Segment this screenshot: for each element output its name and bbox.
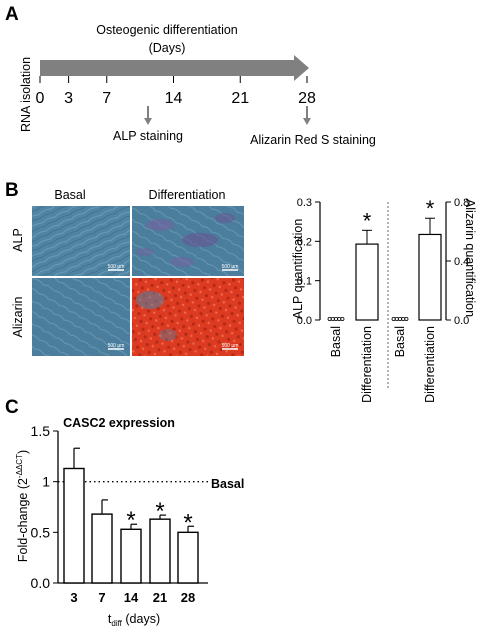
alizarin-y-tick-label: 0.0	[454, 315, 469, 327]
alp-y-tick-label: 0.1	[297, 276, 312, 288]
timeline-day-label: 7	[102, 90, 111, 107]
panel-a-label: A	[5, 4, 19, 25]
data-point	[337, 316, 342, 321]
x-category-label: Differentiation	[423, 326, 437, 403]
scale-bar-label: 500 µm	[222, 343, 239, 349]
data-point	[401, 316, 406, 321]
timeline-day-label: 14	[165, 90, 183, 107]
micrograph-alizarin-differentiation	[132, 278, 244, 356]
chart-c-x-tick-label: 14	[124, 590, 139, 605]
panel-b-micrographs: B Basal Differentiation ALP Alizarin 500…	[5, 180, 244, 356]
significance-star: *	[155, 498, 164, 525]
alp-y-axis-title: ALP quantification	[291, 219, 305, 320]
significance-star: *	[126, 507, 135, 534]
basal-reference-label: Basal	[211, 477, 244, 491]
bar	[120, 528, 142, 584]
data-point	[333, 316, 338, 321]
micrograph-alizarin-basal	[32, 278, 130, 356]
timeline-day-label: 28	[298, 90, 316, 107]
bar	[177, 531, 199, 584]
alp-staining-label: ALP staining	[113, 129, 183, 143]
bar	[355, 243, 379, 321]
micrograph-alp-differentiation	[132, 206, 244, 276]
timeline-day-label: 0	[36, 90, 45, 107]
data-point	[404, 316, 409, 321]
scale-bar-label: 500 µm	[108, 264, 125, 270]
panel-b-label: B	[5, 180, 19, 201]
rna-isolation-label: RNA isolation	[19, 57, 33, 132]
chart-c-x-tick-label: 28	[181, 590, 195, 605]
chart-c-y-tick-label: 1.5	[31, 423, 51, 439]
bar	[63, 467, 85, 584]
timeline-arrow-body	[40, 60, 294, 76]
row-alizarin-label: Alizarin	[11, 296, 25, 337]
bar	[149, 518, 171, 584]
alp-y-tick-label: 0.0	[297, 315, 312, 327]
timeline-title: Osteogenic differentiation	[96, 23, 238, 37]
significance-star: *	[183, 509, 192, 536]
panel-a: A Osteogenic differentiation (Days) RNA …	[5, 4, 376, 147]
bar	[91, 513, 113, 584]
chart-c-title: CASC2 expression	[63, 416, 175, 430]
alizarin-y-tick-label: 0.4	[454, 256, 469, 268]
chart-c-y-tick-label: 0.5	[31, 524, 51, 540]
alp-y-tick-label: 0.3	[297, 197, 312, 209]
chart-c-x-axis-title: tdiff (days)	[108, 612, 160, 626]
data-point	[394, 316, 399, 321]
bar	[418, 233, 442, 321]
column-basal-label: Basal	[54, 188, 85, 202]
column-differentiation-label: Differentiation	[149, 188, 226, 202]
row-alp-label: ALP	[11, 228, 25, 252]
chart-c-y-tick-label: 1	[42, 474, 50, 490]
scale-bar-label: 500 µm	[222, 264, 239, 270]
timeline-ticks: 0 3 7 14 21 28	[36, 76, 316, 107]
chart-c-x-tick-label: 3	[70, 590, 77, 605]
x-category-label: Basal	[393, 326, 407, 357]
chart-quantification: ALP quantification Alizarin quantificati…	[291, 196, 477, 403]
significance-star: *	[426, 196, 435, 221]
scale-bars: 500 µm 500 µm 500 µm 500 µm	[108, 264, 239, 350]
data-point	[391, 316, 396, 321]
timeline-subtitle: (Days)	[149, 41, 186, 55]
alizarin-arrowhead	[303, 118, 311, 125]
micrograph-alp-basal	[32, 206, 130, 276]
chart-c-x-tick-label: 7	[98, 590, 105, 605]
alizarin-y-axis-title: Alizarin quantification	[463, 199, 477, 317]
panel-c-label: C	[5, 397, 19, 418]
timeline-arrow-head	[294, 55, 309, 81]
x-category-label: Basal	[329, 326, 343, 357]
significance-star: *	[363, 208, 372, 233]
chart-c-x-tick-label: 21	[153, 590, 167, 605]
x-category-label: Differentiation	[360, 326, 374, 403]
timeline-day-label: 21	[231, 90, 249, 107]
chart-c-y-axis-title: Fold-change (2-ΔΔCT)	[15, 450, 30, 562]
data-point	[327, 316, 332, 321]
chart-casc2: C CASC2 expression Fold-change (2-ΔΔCT) …	[5, 397, 244, 626]
scale-bar-label: 500 µm	[108, 343, 125, 349]
alizarin-staining-label: Alizarin Red S staining	[250, 133, 376, 147]
data-point	[340, 316, 345, 321]
data-point	[397, 316, 402, 321]
alizarin-y-tick-label: 0.8	[454, 197, 469, 209]
alp-arrowhead	[144, 118, 152, 125]
alp-y-tick-label: 0.2	[297, 236, 312, 248]
data-point	[330, 316, 335, 321]
timeline-day-label: 3	[64, 90, 73, 107]
chart-c-y-tick-label: 0.0	[31, 575, 51, 591]
